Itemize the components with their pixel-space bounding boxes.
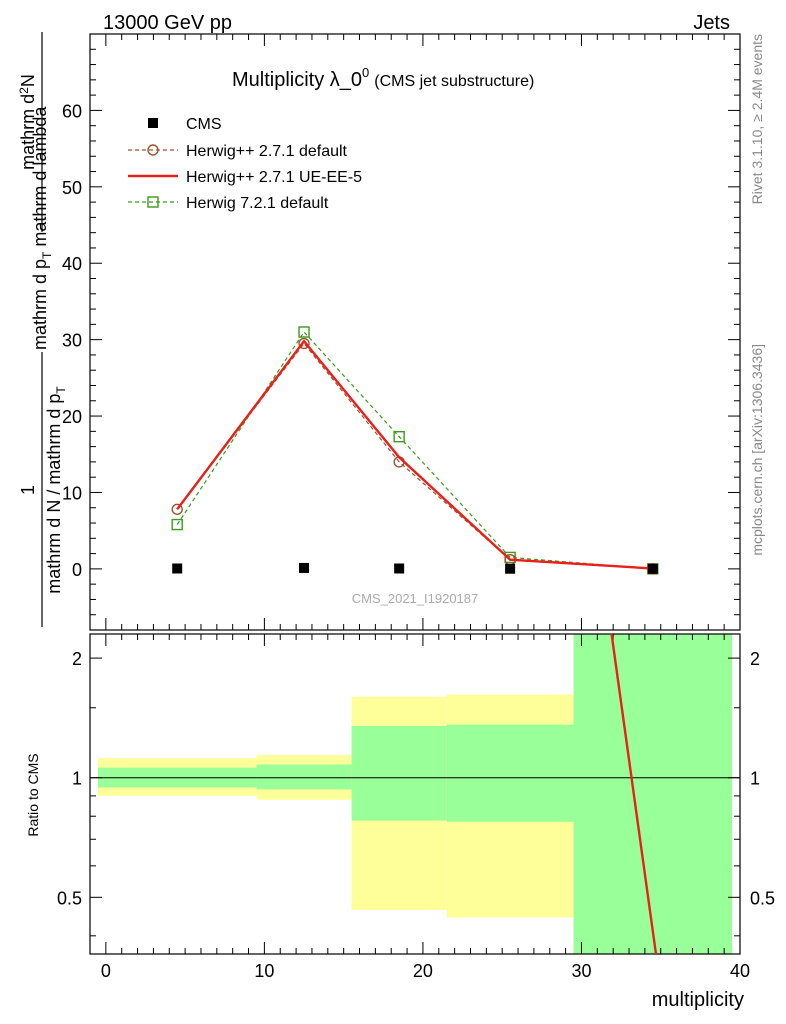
- y-label-fraction-numerator: 1: [18, 485, 38, 495]
- ratio-stat-band-3: [446, 724, 574, 822]
- ratio-y-tick-label-right: 0.5: [750, 888, 775, 908]
- legend-label-herwig7-default: Herwig 7.2.1 default: [186, 195, 329, 212]
- ratio-stat-band-4: [573, 634, 733, 954]
- cms-data-point: [647, 563, 658, 574]
- y-tick-label: 60: [62, 101, 82, 121]
- x-tick-label: 20: [413, 961, 433, 981]
- ratio-y-tick-label: 2: [72, 649, 82, 669]
- axes: 0 10 20 30 40 0 10 20 30 40 50 60 0.5 0.5 1 1 2 2: [57, 33, 775, 981]
- series-point-herwig7-default: [298, 326, 310, 338]
- x-tick-label: 30: [571, 961, 591, 981]
- legend-marker-cms: [148, 118, 158, 128]
- series-layer: [171, 326, 659, 575]
- legend-marker-herwigpp-default: [147, 144, 159, 156]
- series-point-herwigpp-default: [171, 503, 183, 515]
- rivet-version-label: Rivet 3.1.10, ≥ 2.4M events: [749, 34, 765, 204]
- ratio-bands: [97, 634, 733, 954]
- ratio-line-herwigpp-ueee5: [610, 633, 658, 955]
- header-category: Jets: [693, 12, 730, 34]
- analysis-watermark: CMS_2021_I1920187: [352, 591, 479, 606]
- series-line-herwig7-default: [176, 331, 653, 570]
- ratio-content: [90, 633, 740, 955]
- header-energy: 13000 GeV pp: [103, 12, 232, 34]
- y-tick-label: 30: [62, 331, 82, 351]
- x-tick-label: 40: [730, 961, 750, 981]
- x-tick-label: 10: [254, 961, 274, 981]
- x-tick-label: 0: [101, 961, 111, 981]
- y-tick-label: 20: [62, 407, 82, 427]
- cms-data-point: [299, 562, 310, 573]
- chart-title: Multiplicity λ_00(CMS jet substructure): [232, 65, 534, 91]
- chart-title-superscript: 0: [362, 65, 369, 80]
- legend-label-herwigpp-default: Herwig++ 2.7.1 default: [186, 143, 348, 160]
- ratio-stat-band-1: [256, 764, 352, 790]
- ratio-y-tick-label: 1: [72, 769, 82, 789]
- legend-marker-herwig7-default: [147, 196, 159, 208]
- series-line-herwigpp-ueee5: [176, 339, 653, 570]
- y-label-middle: mathrm d pT mathrm d lambda: [30, 106, 54, 350]
- ratio-y-tick-label-right: 2: [750, 649, 760, 669]
- series-point-herwig7-default: [171, 518, 183, 531]
- legend-label-herwigpp-ueee5: Herwig++ 2.7.1 UE-EE-5: [186, 169, 362, 186]
- ratio-y-tick-label: 0.5: [57, 888, 82, 908]
- y-tick-label: 40: [62, 254, 82, 274]
- ratio-y-label: Ratio to CMS: [25, 753, 41, 836]
- y-axis-label: 1 mathrm d N / mathrm d pT mathrm d pT m…: [17, 32, 68, 627]
- series-point-herwigpp-default: [298, 337, 310, 350]
- x-axis-label: multiplicity: [652, 989, 744, 1011]
- main-plot-frame: [89, 33, 741, 631]
- series-line-herwigpp-default: [176, 342, 653, 570]
- legend-label-cms: CMS: [186, 116, 222, 133]
- y-tick-label: 0: [72, 560, 82, 580]
- series-point-herwig7-default: [393, 430, 405, 443]
- cms-data-point: [394, 563, 405, 574]
- y-tick-label: 10: [62, 483, 82, 503]
- cms-data-point: [505, 563, 516, 574]
- cms-data-point: [172, 563, 183, 574]
- chart-title-subtitle: (CMS jet substructure): [374, 73, 534, 90]
- legend: CMS Herwig++ 2.7.1 default Herwig++ 2.7.…: [128, 116, 362, 212]
- y-label-right-numerator: mathrm d2N: [17, 74, 38, 170]
- y-label-fraction-denominator: mathrm d N / mathrm d pT: [44, 386, 68, 594]
- ratio-y-tick-label-right: 1: [750, 769, 760, 789]
- ratio-plot-frame: [89, 633, 741, 955]
- ratio-stat-band-2: [351, 725, 447, 821]
- y-tick-label: 50: [62, 178, 82, 198]
- mcplots-label: mcplots.cern.ch [arXiv:1306.3436]: [749, 344, 765, 556]
